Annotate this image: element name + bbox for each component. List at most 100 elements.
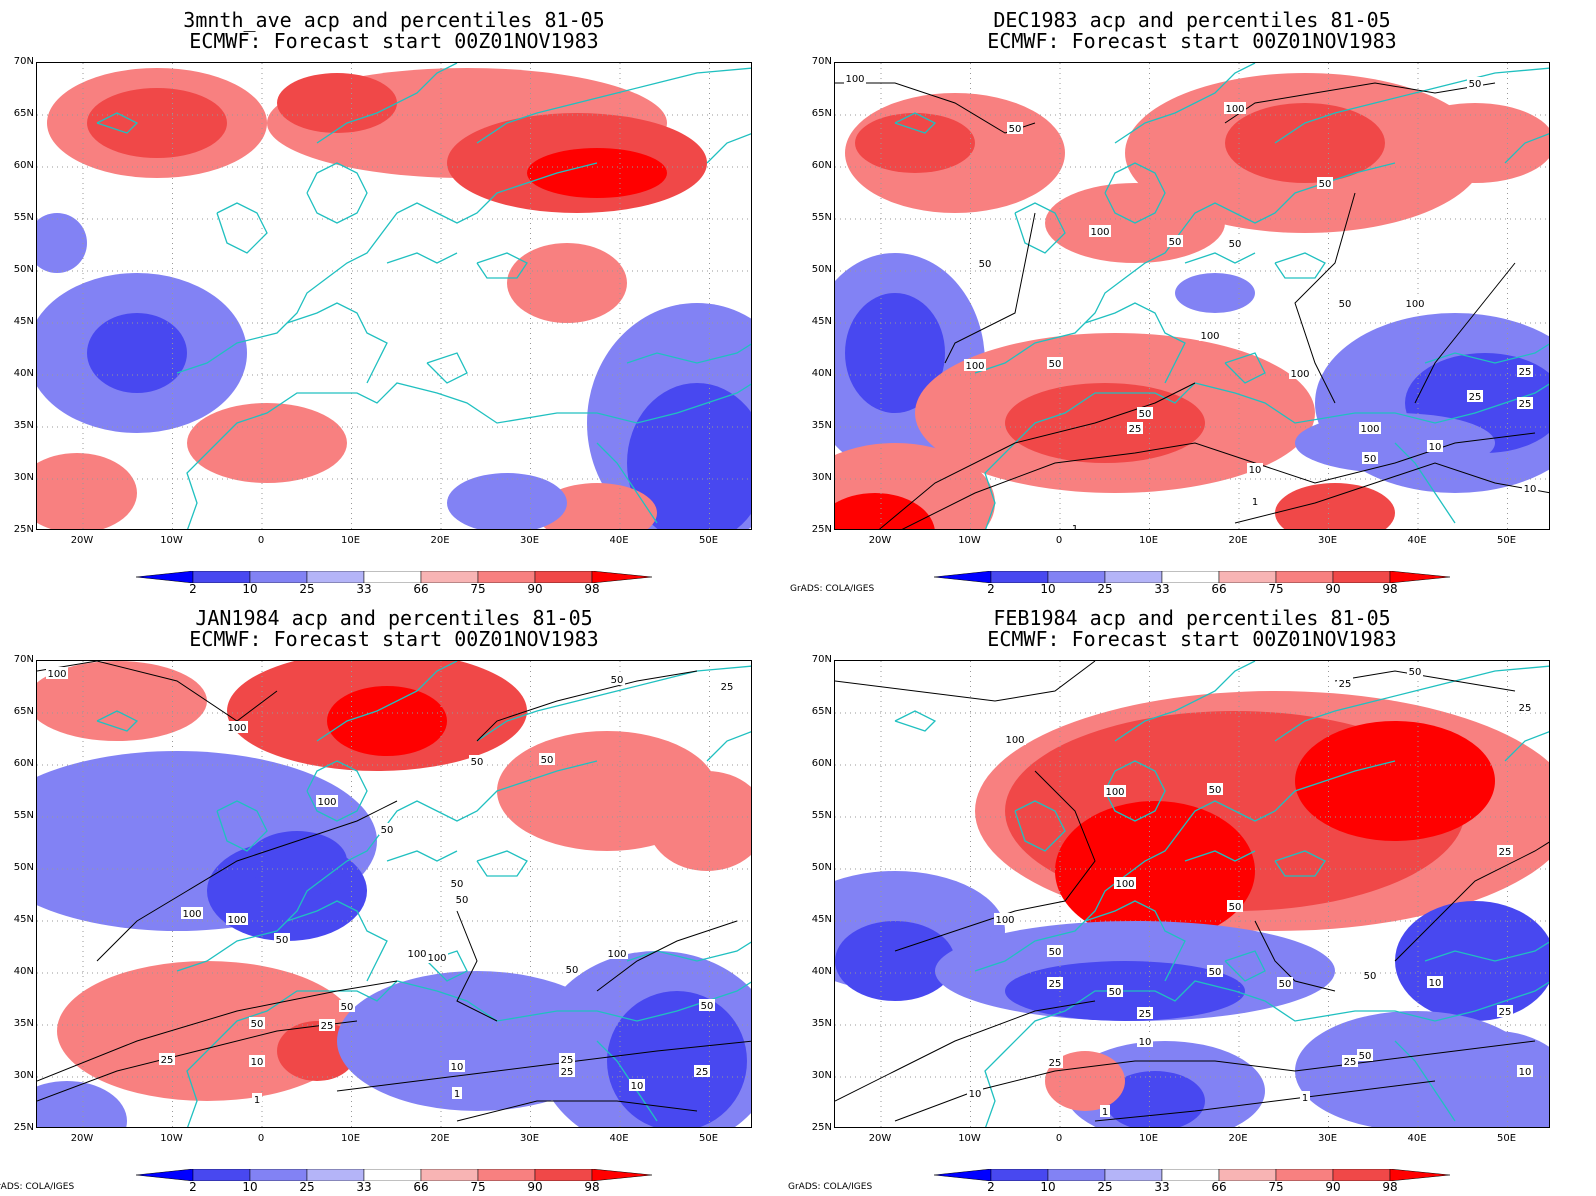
contour-label-bg xyxy=(694,1065,710,1077)
lon-tick-label: 50E xyxy=(1496,1133,1517,1144)
contour-label: 1 xyxy=(454,1089,460,1100)
contour-label: 50 xyxy=(541,755,554,766)
colorbar-tick-label: 98 xyxy=(1382,1180,1398,1194)
contour-label: 100 xyxy=(1200,331,1219,342)
coastline xyxy=(1014,800,1066,852)
contour-label: 25 xyxy=(696,1067,709,1078)
coastline xyxy=(1184,850,1256,862)
colorbar-tick-label: 75 xyxy=(1268,582,1284,596)
lat-tick-label: 25N xyxy=(13,524,34,535)
contour-label: 50 xyxy=(471,757,484,768)
contour-label: 100 xyxy=(607,949,626,960)
percentile-region xyxy=(855,113,975,173)
coastline xyxy=(1504,133,1549,164)
percentile-region xyxy=(277,1021,357,1081)
lat-tick-label: 45N xyxy=(13,914,34,925)
contour-label: 100 xyxy=(995,915,1014,926)
contour-label-bg xyxy=(1404,297,1426,309)
lon-tick-label: 10E xyxy=(340,1133,361,1144)
contour-label-bg xyxy=(1167,235,1183,247)
contour-line xyxy=(1394,841,1549,962)
contour-label: 25 xyxy=(1344,1057,1357,1068)
colorbar-segment xyxy=(1389,1168,1451,1182)
contour-line xyxy=(1254,920,1336,992)
lat-tick-label: 30N xyxy=(811,1070,832,1081)
contour-label-bg xyxy=(539,753,555,765)
contour-label-bg xyxy=(1104,785,1126,797)
contour-label-bg xyxy=(1317,177,1333,189)
contour-label-bg xyxy=(316,795,338,807)
contour-label: 10 xyxy=(251,1057,264,1068)
coastline xyxy=(476,850,528,877)
lon-tick-label: 10W xyxy=(160,535,183,546)
contour-label: 25 xyxy=(1519,399,1532,410)
lon-tick-label: 30E xyxy=(519,1133,540,1144)
grads-credit: GrADS: COLA/IGES xyxy=(788,1182,873,1192)
contour-label-bg xyxy=(1127,422,1143,434)
contour-label: 25 xyxy=(1469,392,1482,403)
contour-label: 50 xyxy=(1049,359,1062,370)
contour-label: 10 xyxy=(1524,484,1537,495)
contour-label-bg xyxy=(252,1093,262,1105)
lat-tick-label: 70N xyxy=(13,654,34,665)
contour-label: 1 xyxy=(1302,1093,1308,1104)
percentile-region xyxy=(1275,483,1395,529)
contour-label-bg xyxy=(1047,357,1063,369)
colorbar-tick-label: 75 xyxy=(1268,1180,1284,1194)
colorbar-tick-label: 90 xyxy=(1325,1180,1341,1194)
contour-label-bg xyxy=(1517,365,1533,377)
contour-label: 25 xyxy=(161,1055,174,1066)
contour-label-bg xyxy=(1342,1055,1358,1067)
contour-label: 50 xyxy=(1364,971,1377,982)
percentile-region xyxy=(87,313,187,393)
coastline xyxy=(1274,252,1326,279)
coastline xyxy=(476,665,751,742)
contour-label-bg xyxy=(454,893,470,905)
contour-label-bg xyxy=(1100,1105,1110,1117)
percentile-region xyxy=(187,403,347,483)
map-panel-dec1983: DEC1983 acp and percentiles 81-05 ECMWF:… xyxy=(790,0,1588,598)
coastline xyxy=(626,941,751,962)
lon-tick-label: 40E xyxy=(1407,535,1427,546)
coastline xyxy=(1014,202,1066,254)
contour-label-bg xyxy=(1137,407,1153,419)
contour-label-bg xyxy=(1047,1056,1063,1068)
coastline xyxy=(1114,63,1256,144)
contour-line xyxy=(336,1040,751,1092)
contour-label: 100 xyxy=(1290,369,1309,380)
lat-tick-label: 40N xyxy=(811,368,832,379)
contour-line xyxy=(1224,82,1496,124)
percentile-region xyxy=(1055,801,1255,941)
panel-subtitle: ECMWF: Forecast start 00Z01NOV1983 xyxy=(189,627,599,651)
contour-label-bg xyxy=(1004,733,1026,745)
contour-label: 50 xyxy=(611,675,624,686)
contour-label-bg xyxy=(609,673,625,685)
lat-tick-label: 35N xyxy=(811,1018,832,1029)
coastline xyxy=(1274,665,1549,742)
lon-tick-label: 20E xyxy=(1228,1133,1248,1144)
contour-label: 25 xyxy=(1499,1007,1512,1018)
lat-tick-label: 55N xyxy=(811,212,832,223)
contour-label-bg xyxy=(159,1053,175,1065)
coastline xyxy=(1114,661,1256,742)
contour-line xyxy=(1294,192,1356,404)
contour-label-bg xyxy=(559,1065,575,1077)
coastline xyxy=(1084,900,1186,982)
colorbar-tick-label: 66 xyxy=(413,1180,429,1194)
contour-label-bg xyxy=(1359,422,1381,434)
lat-tick-label: 40N xyxy=(13,368,34,379)
colorbar-tick-label: 66 xyxy=(413,582,429,596)
coastline xyxy=(476,67,751,144)
lon-tick-label: 20W xyxy=(868,535,892,546)
contour-label: 100 xyxy=(227,915,246,926)
percentile-region xyxy=(647,771,751,871)
lon-tick-label: 20W xyxy=(868,1133,892,1144)
coastline xyxy=(216,202,268,254)
coastline xyxy=(1224,950,1266,982)
coastline xyxy=(1424,343,1549,364)
colorbar-tick-label: 25 xyxy=(299,1180,315,1194)
contour-label: 50 xyxy=(381,825,394,836)
contour-label-bg xyxy=(449,1060,465,1072)
coastline xyxy=(626,343,751,364)
percentile-region xyxy=(835,493,935,529)
